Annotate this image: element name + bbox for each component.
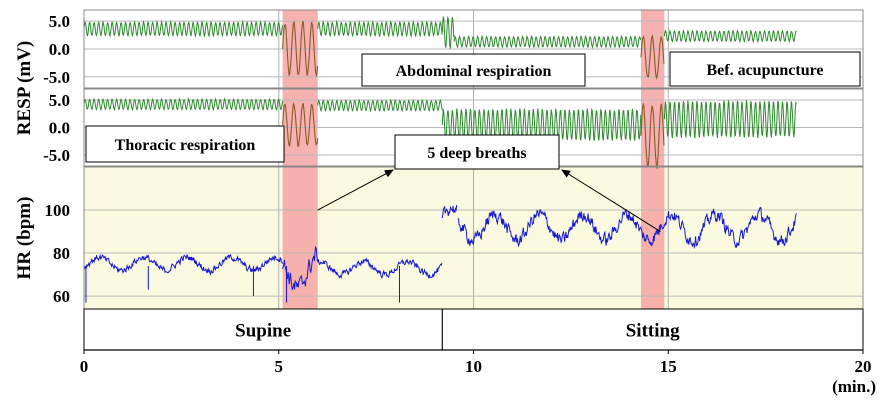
highlight-band-2 — [640, 10, 665, 309]
y-tick-label-panel1-5.0: 5.0 — [49, 12, 70, 31]
annotation-label-3: Thoracic respiration — [115, 137, 256, 154]
series-line-highlight-panel2-seg5 — [640, 103, 665, 171]
position-label-supine: Supine — [235, 321, 291, 342]
annotation-label-1: Abdominal respiration — [396, 63, 552, 80]
series-line-highlight-panel2-seg2 — [282, 102, 319, 148]
annotation-box-3 — [85, 125, 285, 163]
series-line-panel2 — [83, 97, 797, 142]
series-line-panel3 — [83, 205, 797, 291]
y-tick-label-panel1-0.0: 0.0 — [49, 40, 70, 59]
y-tick-label-panel3-60: 60 — [53, 287, 70, 306]
position-box-supine — [83, 308, 443, 351]
y-tick-label-panel3-100: 100 — [45, 201, 71, 220]
y-tick-label-panel2-5.0: 5.0 — [49, 91, 70, 110]
x-tick-label-15: 15 — [660, 357, 677, 376]
annotation-box-4 — [394, 134, 560, 170]
y-tick-label-panel2-0.0: 0.0 — [49, 119, 70, 138]
x-axis-label: (min.) — [832, 377, 876, 396]
x-tick-label-5: 5 — [275, 357, 284, 376]
panel-frame-1 — [83, 9, 864, 89]
y-tick-label-panel2--5.0: -5.0 — [43, 146, 70, 165]
annotation-arrow-1 — [317, 169, 394, 211]
annotation-label-4: 5 deep breaths — [427, 145, 526, 162]
y-tick-label-panel1--5.0: -5.0 — [43, 68, 70, 87]
position-box-sitting — [441, 308, 864, 351]
annotation-label-2: Bef. acupuncture — [706, 62, 823, 79]
y-axis-label-hr: HR (bpm) — [14, 197, 35, 280]
y-tick-label-panel3-80: 80 — [53, 244, 70, 263]
annotation-box-1 — [361, 53, 586, 87]
position-label-sitting: Sitting — [626, 321, 680, 342]
x-tick-label-0: 0 — [80, 357, 89, 376]
series-line-highlight-panel1-seg2 — [282, 20, 319, 78]
annotation-arrow-2 — [561, 169, 661, 232]
annotation-box-2 — [669, 51, 861, 87]
series-line-panel1 — [83, 15, 797, 49]
x-tick-label-20: 20 — [855, 357, 872, 376]
x-tick-label-10: 10 — [465, 357, 482, 376]
series-line-highlight-panel1-seg6 — [640, 34, 665, 80]
y-axis-label-resp: RESP (mV) — [14, 41, 35, 135]
